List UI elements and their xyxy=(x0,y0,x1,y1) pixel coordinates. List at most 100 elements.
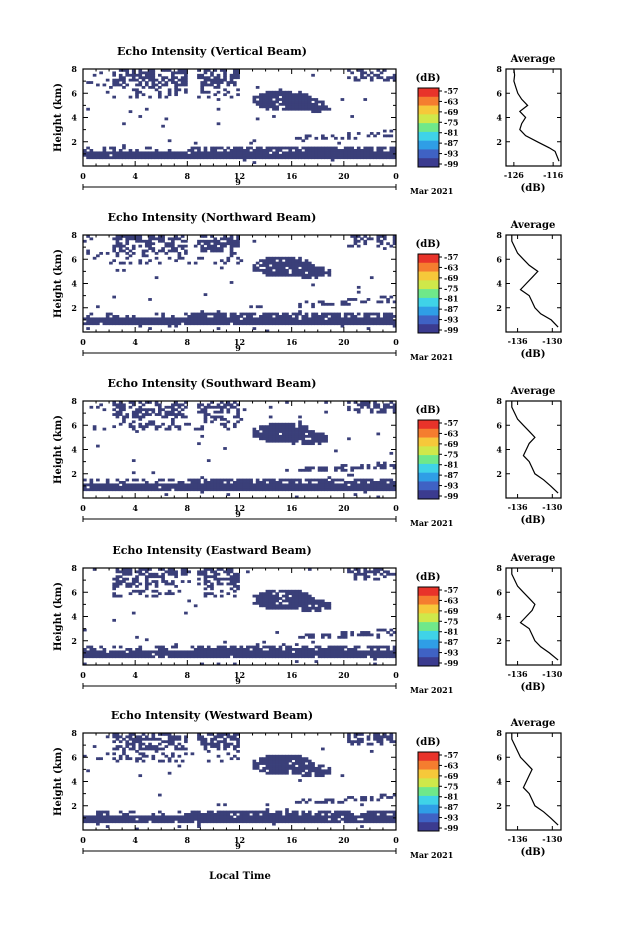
echo-cell xyxy=(307,264,312,267)
echo-cell xyxy=(272,606,276,610)
echo-cell xyxy=(314,322,319,326)
echo-cell xyxy=(118,235,123,238)
echo-cell xyxy=(184,73,188,77)
echo-cell xyxy=(314,98,319,101)
echo-cell xyxy=(118,151,123,155)
echo-cell xyxy=(360,633,364,637)
echo-cell xyxy=(314,271,319,275)
echo-cell xyxy=(252,98,257,101)
echo-cell xyxy=(311,650,315,654)
echo-cell xyxy=(180,256,185,260)
echo-cell xyxy=(151,471,156,475)
echo-cell xyxy=(164,317,169,321)
echo-cell xyxy=(249,322,253,326)
echo-cell xyxy=(356,151,361,155)
echo-cell xyxy=(112,81,116,84)
echo-cell xyxy=(298,310,302,313)
colorbar-segment xyxy=(418,769,439,779)
echo-cell xyxy=(131,582,136,586)
echo-cell xyxy=(262,271,266,275)
echo-cell xyxy=(317,645,322,649)
echo-cell xyxy=(321,652,325,656)
echo-cell xyxy=(327,650,332,654)
echo-cell xyxy=(223,810,227,814)
echo-cell xyxy=(337,645,341,649)
echo-cell xyxy=(144,425,149,429)
echo-cell xyxy=(321,151,325,155)
echo-cell xyxy=(268,422,273,426)
echo-cell xyxy=(389,312,394,316)
colorbar-tick-label: -63 xyxy=(444,595,459,605)
echo-cell xyxy=(203,417,208,421)
echo-cell xyxy=(246,478,250,482)
echo-cell xyxy=(232,319,237,323)
echo-cell xyxy=(285,589,289,593)
echo-cell xyxy=(317,813,322,816)
echo-cell xyxy=(128,322,133,326)
echo-cell xyxy=(301,276,306,280)
echo-cell xyxy=(216,582,221,586)
echo-cell xyxy=(262,655,266,659)
echo-cell xyxy=(161,575,165,579)
colorbar-segment xyxy=(418,158,439,168)
echo-cell xyxy=(298,415,302,419)
echo-cell xyxy=(180,745,185,748)
echo-cell xyxy=(154,745,159,748)
echo-cell xyxy=(386,483,390,487)
echo-cell xyxy=(288,655,293,659)
echo-cell xyxy=(138,319,143,323)
echo-cell xyxy=(311,322,315,326)
echo-cell xyxy=(128,820,133,824)
echo-cell xyxy=(236,648,240,651)
echo-cell xyxy=(177,405,182,409)
echo-cell xyxy=(382,134,387,138)
echo-cell xyxy=(154,322,159,326)
echo-cell xyxy=(216,78,221,82)
echo-cell xyxy=(272,771,276,775)
echo-cell xyxy=(259,481,263,484)
echo-cell xyxy=(184,81,188,84)
echo-cell xyxy=(255,813,260,816)
colorbar-frame xyxy=(417,253,440,334)
echo-cell xyxy=(337,800,341,804)
echo-cell xyxy=(223,261,227,265)
echo-cell xyxy=(281,90,286,94)
profile-x-tick-label: -130 xyxy=(542,669,562,679)
echo-cell xyxy=(262,594,266,598)
echo-cell xyxy=(177,156,182,160)
echo-cell xyxy=(363,813,368,816)
echo-cell xyxy=(317,800,322,804)
echo-cell xyxy=(301,439,306,443)
echo-cell xyxy=(174,259,178,263)
echo-cell xyxy=(291,594,296,598)
echo-cell xyxy=(223,747,227,751)
echo-cell xyxy=(298,153,302,157)
echo-cell xyxy=(304,95,309,99)
echo-cell xyxy=(200,235,205,238)
echo-cell xyxy=(392,408,397,412)
echo-cell xyxy=(304,771,309,775)
echo-cell xyxy=(298,599,302,603)
echo-cell xyxy=(288,485,293,489)
echo-cell xyxy=(298,261,302,265)
echo-cell xyxy=(389,317,394,321)
echo-cell xyxy=(278,645,283,649)
echo-cell xyxy=(144,322,149,326)
echo-cell xyxy=(184,655,188,659)
echo-cell xyxy=(200,244,205,248)
echo-cell xyxy=(246,315,250,318)
echo-cell xyxy=(291,107,296,111)
echo-cell xyxy=(255,643,260,646)
echo-cell xyxy=(161,415,165,419)
echo-cell xyxy=(122,144,126,147)
echo-cell xyxy=(379,820,384,824)
echo-cell xyxy=(376,798,381,802)
echo-cell xyxy=(216,312,221,316)
echo-cell xyxy=(131,471,136,475)
echo-cell xyxy=(304,319,309,323)
echo-cell xyxy=(203,408,208,412)
echo-cell xyxy=(281,312,286,316)
echo-cell xyxy=(184,151,188,155)
echo-cell xyxy=(272,754,276,758)
